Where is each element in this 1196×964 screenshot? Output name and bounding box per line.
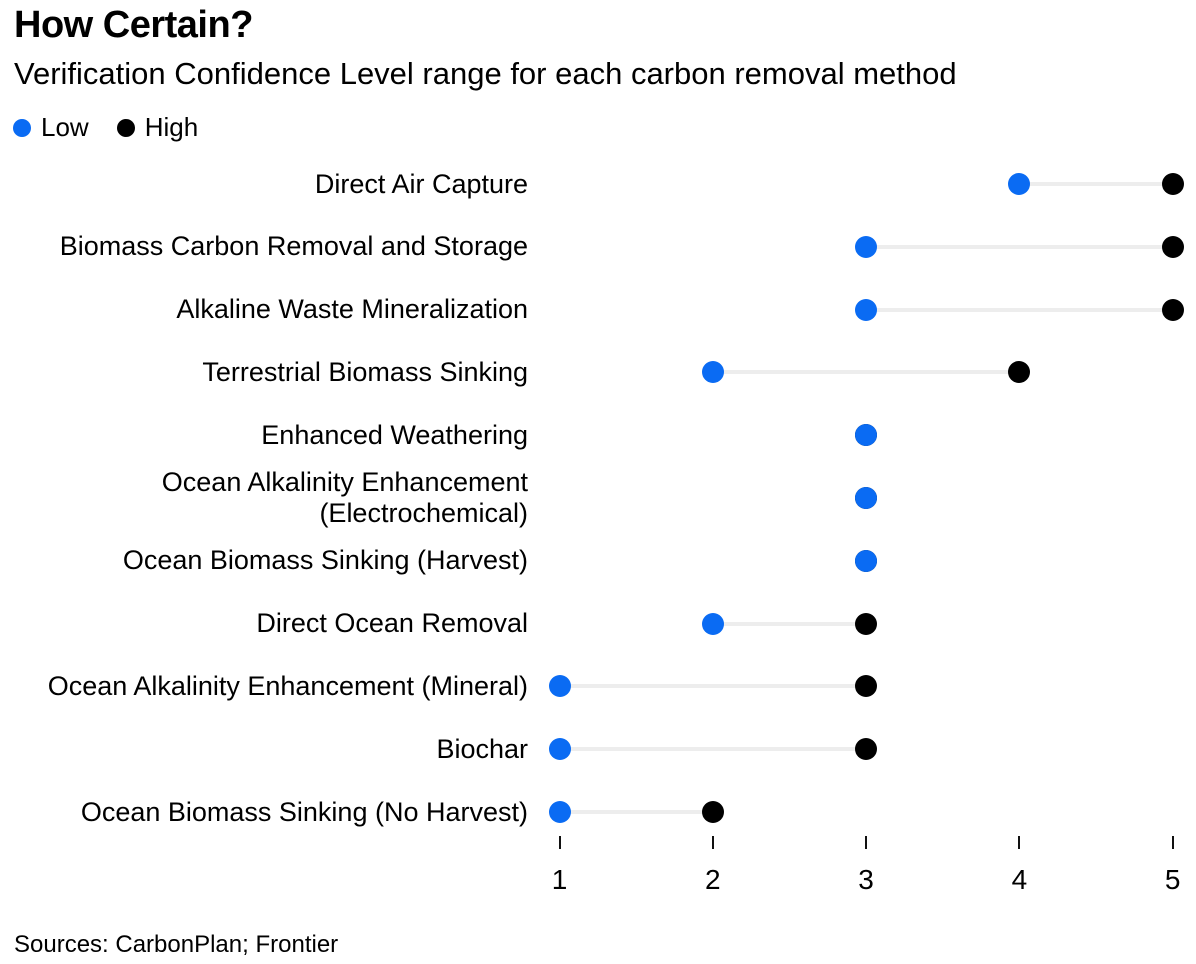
- low-dot: [548, 738, 571, 761]
- high-dot: [855, 612, 878, 635]
- sources-credit: Sources: CarbonPlan; Frontier: [14, 931, 339, 958]
- low-dot: [701, 612, 724, 635]
- range-connector: [712, 621, 867, 626]
- low-dot: [701, 361, 724, 384]
- high-dot: [1161, 298, 1184, 321]
- low-dot: [1008, 173, 1031, 195]
- low-dot: [548, 675, 571, 698]
- range-connector: [559, 684, 867, 689]
- legend: Low High: [13, 112, 198, 143]
- x-axis-tick: [865, 836, 868, 849]
- row-label: Ocean Alkalinity Enhancement (Electroche…: [161, 467, 528, 528]
- row-label: Ocean Alkalinity Enhancement (Mineral): [47, 670, 528, 701]
- range-connector: [866, 244, 1173, 249]
- low-dot: [855, 549, 878, 572]
- low-dot: [548, 801, 571, 823]
- legend-low-label: Low: [41, 112, 89, 142]
- x-axis-tick: [558, 836, 561, 849]
- range-connector: [1019, 182, 1173, 186]
- row-label: Ocean Biomass Sinking (Harvest): [122, 545, 528, 576]
- x-axis-tick-label: 5: [1164, 864, 1181, 895]
- row-label: Terrestrial Biomass Sinking: [202, 356, 528, 387]
- x-axis-tick: [1018, 836, 1021, 849]
- range-connector: [559, 747, 867, 752]
- row-label: Alkaline Waste Mineralization: [176, 294, 528, 325]
- row-label: Biochar: [436, 733, 528, 764]
- low-dot: [855, 424, 878, 447]
- low-dot: [855, 298, 878, 321]
- high-dot: [1008, 361, 1031, 384]
- row-label: Ocean Biomass Sinking (No Harvest): [80, 796, 528, 827]
- page-title: How Certain?: [14, 4, 253, 46]
- row-label: Enhanced Weathering: [261, 419, 528, 450]
- low-legend-dot-icon: [13, 118, 31, 137]
- legend-high-label: High: [144, 112, 199, 142]
- chart-subtitle: Verification Confidence Level range for …: [14, 56, 957, 91]
- low-dot: [855, 235, 878, 258]
- high-dot: [855, 675, 878, 698]
- legend-item-high: High: [116, 112, 199, 143]
- x-axis-tick: [1171, 836, 1174, 849]
- high-dot: [701, 801, 724, 823]
- high-legend-dot-icon: [116, 118, 135, 137]
- x-axis-tick: [711, 836, 714, 849]
- row-label: Direct Air Capture: [314, 168, 528, 199]
- high-dot: [1161, 235, 1184, 258]
- high-dot: [855, 738, 878, 761]
- x-axis-tick-label: 1: [551, 864, 568, 895]
- legend-item-low: Low: [13, 112, 89, 143]
- low-dot: [855, 487, 878, 509]
- range-connector: [866, 307, 1173, 312]
- row-label: Biomass Carbon Removal and Storage: [59, 231, 528, 262]
- high-dot: [1161, 173, 1184, 195]
- range-connector: [712, 370, 1020, 375]
- row-label: Direct Ocean Removal: [256, 608, 528, 639]
- x-axis-tick-label: 2: [705, 864, 721, 895]
- range-connector: [559, 810, 713, 814]
- x-axis-tick-label: 4: [1011, 864, 1028, 895]
- x-axis-tick-label: 3: [858, 864, 874, 895]
